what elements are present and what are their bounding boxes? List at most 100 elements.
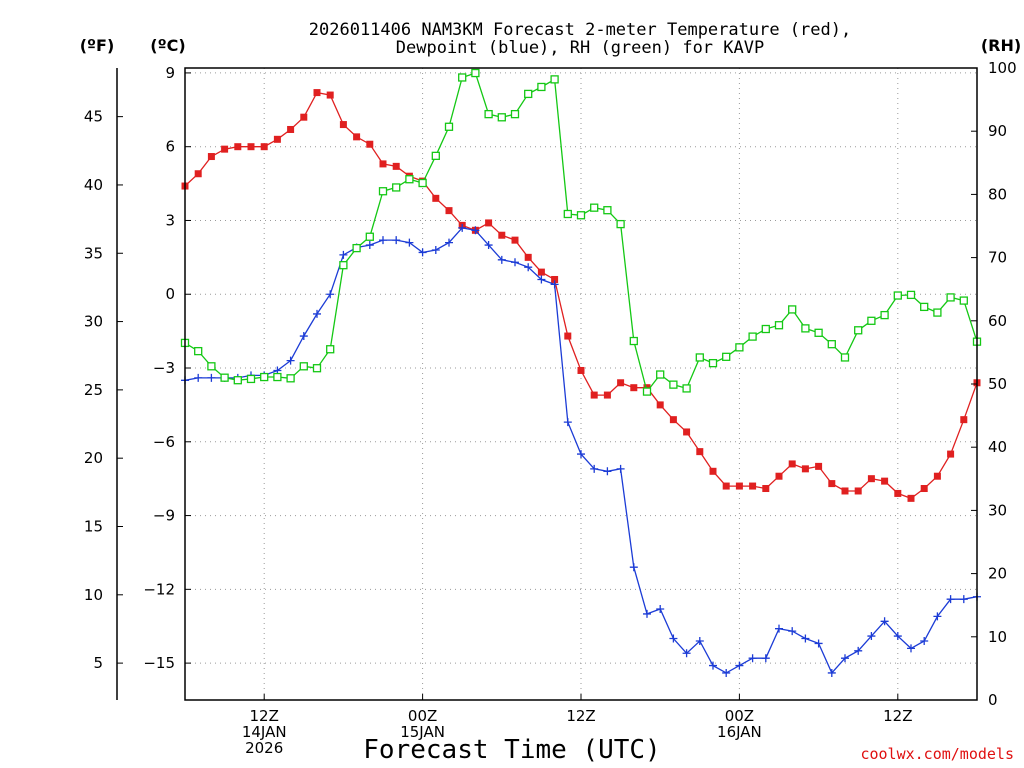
data-point [709,661,717,670]
data-point [683,428,691,436]
data-point [339,250,348,259]
celsius-tick-label: 6 [165,138,175,156]
data-point [616,219,625,229]
data-point [774,321,784,330]
data-point [326,345,335,354]
data-point [312,364,322,373]
data-point [735,343,744,352]
data-point [920,302,929,312]
data-point [682,649,691,658]
data-point [353,133,361,141]
data-point [749,482,757,490]
data-point [445,207,453,215]
data-point [616,464,625,473]
data-point [207,153,215,161]
data-point [220,373,229,382]
data-point [365,241,374,250]
data-point [234,143,242,151]
data-point [260,372,269,382]
data-point [511,258,519,267]
data-point [366,140,374,148]
time-tick-label: 00Z [408,707,437,725]
data-point [524,263,533,272]
data-point [352,243,361,253]
fahrenheit-tick-label: 20 [84,449,103,467]
data-point [709,467,717,475]
data-point [550,75,559,84]
data-point [405,175,414,184]
time-tick-label: 12Z [250,707,279,725]
data-point [722,482,730,490]
time-tick-label: 14JAN [242,723,287,741]
data-point [563,209,572,219]
data-point [326,290,335,299]
data-point [695,636,704,645]
chart-title-line-2: Dewpoint (blue), RH (green) for KAVP [396,38,764,58]
rh-tick-label: 0 [988,691,998,709]
data-point [444,122,454,131]
data-point [788,460,796,468]
data-point [775,624,783,633]
data-point [775,472,783,480]
data-point [959,595,968,604]
data-point [563,418,572,427]
data-point [669,634,678,643]
data-point [959,296,968,305]
data-point [511,236,519,244]
data-point [524,89,533,99]
celsius-tick-label: −6 [153,433,175,451]
data-point [933,472,941,480]
fahrenheit-tick-label: 30 [84,313,103,331]
data-point [445,238,453,247]
data-point [392,162,400,170]
data-point [907,494,915,502]
fahrenheit-tick-label: 10 [84,586,103,604]
rh-tick-label: 70 [988,249,1007,267]
data-point [788,305,797,314]
x-axis-title: Forecast Time (UTC) [363,735,660,765]
celsius-tick-label: −3 [153,359,175,377]
data-point [867,632,876,641]
time-tick-label: 12Z [883,707,912,725]
series-rh [180,68,982,396]
data-point [603,206,612,215]
data-point [551,275,559,283]
data-point [247,143,255,151]
rh-tick-label: 40 [988,438,1007,456]
data-point [722,668,731,677]
data-point [326,91,334,99]
data-point [194,346,203,356]
data-point [484,109,493,119]
data-point [590,203,599,212]
data-point [603,467,612,476]
rh-tick-label: 100 [988,59,1017,77]
data-point [287,125,295,133]
data-point [286,356,295,365]
data-point [881,477,889,485]
series-2-meter-temperature [181,89,981,502]
rh-tick-label: 30 [988,501,1007,519]
credit-text: coolwx.com/models [860,745,1014,763]
data-point [458,73,467,82]
data-point [960,416,968,424]
rh-tick-label: 20 [988,565,1007,583]
data-point [828,480,836,488]
data-point [313,89,321,97]
celsius-tick-label: 9 [165,64,175,82]
celsius-tick-label: −9 [153,507,175,525]
data-point [392,183,401,192]
data-point [907,644,915,653]
celsius-tick-label: 0 [165,285,175,303]
data-point [656,370,665,379]
data-point [233,376,242,385]
data-point [339,261,348,270]
time-tick-label: 15JAN [400,723,445,741]
series-layer [180,68,982,677]
data-point [629,563,638,572]
data-point [286,374,295,383]
data-point [207,373,216,382]
data-point [497,255,506,264]
data-point [893,291,902,300]
data-point [748,654,757,663]
data-point [194,373,203,382]
